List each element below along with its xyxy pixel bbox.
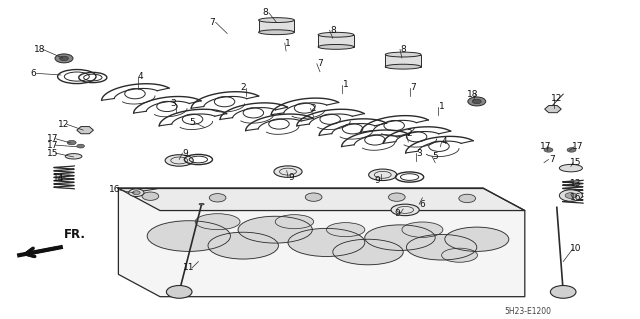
Ellipse shape: [275, 215, 314, 229]
Text: 7: 7: [317, 59, 323, 68]
Text: 3: 3: [170, 99, 175, 108]
Ellipse shape: [259, 30, 294, 35]
Text: 6: 6: [420, 200, 425, 209]
Ellipse shape: [445, 227, 509, 251]
Circle shape: [472, 99, 481, 104]
Circle shape: [550, 286, 576, 298]
Text: 18: 18: [467, 90, 478, 99]
Circle shape: [129, 189, 144, 197]
Text: 4: 4: [442, 137, 447, 146]
Ellipse shape: [333, 239, 403, 265]
Circle shape: [565, 193, 577, 198]
Text: 10: 10: [570, 244, 582, 253]
Bar: [385, 55, 421, 67]
Text: 12: 12: [58, 120, 70, 129]
Ellipse shape: [369, 169, 397, 181]
Circle shape: [55, 54, 73, 63]
Circle shape: [468, 97, 486, 106]
Circle shape: [166, 286, 192, 298]
Text: 9: 9: [183, 149, 188, 158]
Ellipse shape: [365, 225, 435, 250]
Circle shape: [142, 192, 159, 200]
Ellipse shape: [559, 164, 582, 172]
Text: 14: 14: [53, 174, 65, 183]
Circle shape: [559, 190, 582, 201]
Circle shape: [60, 56, 68, 61]
Polygon shape: [545, 106, 561, 113]
Text: 9: 9: [394, 209, 399, 218]
Text: 6: 6: [31, 69, 36, 78]
Ellipse shape: [385, 52, 421, 57]
Text: 15: 15: [47, 149, 58, 158]
Ellipse shape: [65, 154, 82, 159]
Polygon shape: [118, 188, 525, 211]
Text: 16: 16: [109, 185, 121, 194]
Circle shape: [567, 148, 576, 152]
Ellipse shape: [199, 204, 204, 205]
Text: 1: 1: [285, 39, 291, 48]
Ellipse shape: [259, 18, 294, 23]
Text: 4: 4: [138, 72, 143, 81]
Text: 3: 3: [417, 149, 422, 158]
Text: 7: 7: [549, 155, 554, 164]
Text: 17: 17: [47, 141, 58, 150]
Text: 7: 7: [210, 18, 215, 27]
Polygon shape: [118, 188, 525, 297]
Circle shape: [77, 144, 84, 148]
Text: 1: 1: [439, 102, 444, 111]
Text: 1: 1: [343, 80, 348, 89]
Text: 9: 9: [289, 173, 294, 182]
Bar: [318, 35, 354, 47]
Text: 2: 2: [311, 104, 316, 113]
Text: 8: 8: [263, 8, 268, 17]
Ellipse shape: [406, 234, 477, 260]
Ellipse shape: [318, 44, 354, 49]
Text: 17: 17: [47, 134, 58, 143]
Ellipse shape: [288, 228, 365, 256]
Ellipse shape: [147, 221, 230, 251]
Ellipse shape: [195, 214, 240, 230]
Text: 5H23-E1200: 5H23-E1200: [504, 307, 551, 316]
Ellipse shape: [318, 32, 354, 37]
Text: 15: 15: [570, 158, 582, 167]
Ellipse shape: [208, 232, 278, 259]
Ellipse shape: [385, 64, 421, 69]
Text: 16: 16: [570, 193, 582, 202]
Ellipse shape: [391, 204, 419, 216]
Text: 8: 8: [330, 26, 335, 35]
Ellipse shape: [165, 155, 193, 166]
Text: 13: 13: [570, 179, 582, 188]
Circle shape: [305, 193, 322, 201]
Circle shape: [132, 191, 140, 195]
Ellipse shape: [402, 222, 443, 237]
Text: 7: 7: [410, 83, 415, 92]
Text: 9: 9: [375, 176, 380, 185]
Text: 18: 18: [34, 45, 45, 54]
Text: 5: 5: [189, 118, 195, 127]
Text: 17: 17: [540, 142, 551, 151]
Ellipse shape: [238, 216, 312, 243]
Circle shape: [544, 148, 553, 152]
Circle shape: [209, 194, 226, 202]
Circle shape: [388, 193, 405, 201]
Ellipse shape: [326, 223, 365, 237]
Circle shape: [459, 194, 476, 203]
Text: 5: 5: [433, 152, 438, 161]
Text: 12: 12: [551, 94, 563, 103]
Polygon shape: [77, 127, 93, 134]
Circle shape: [67, 140, 76, 145]
Bar: [259, 20, 294, 32]
Text: 17: 17: [572, 142, 583, 151]
Text: 2: 2: [407, 130, 412, 138]
Text: FR.: FR.: [64, 228, 86, 241]
Text: 11: 11: [183, 263, 195, 272]
Text: 2: 2: [241, 83, 246, 92]
Ellipse shape: [442, 248, 477, 262]
Ellipse shape: [274, 166, 302, 177]
Text: 8: 8: [401, 45, 406, 54]
